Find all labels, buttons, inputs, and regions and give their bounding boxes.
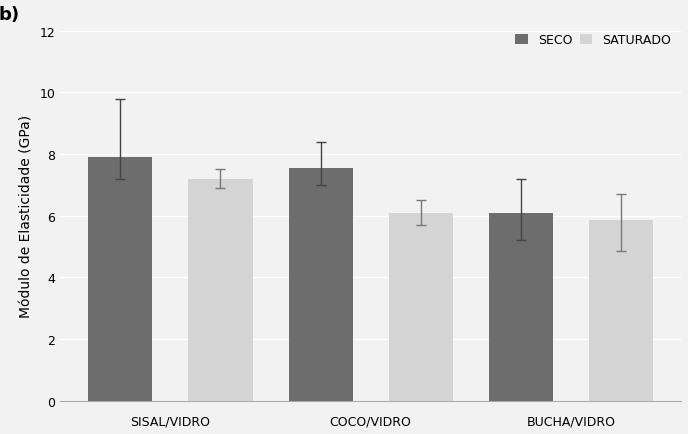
Bar	[589, 221, 653, 401]
Bar	[488, 213, 553, 401]
Bar	[288, 168, 353, 401]
Text: b): b)	[0, 6, 19, 24]
Bar	[389, 213, 453, 401]
Bar	[189, 179, 252, 401]
Bar	[88, 158, 152, 401]
Y-axis label: Módulo de Elasticidade (GPa): Módulo de Elasticidade (GPa)	[20, 115, 34, 318]
Legend: SECO, SATURADO: SECO, SATURADO	[511, 30, 675, 51]
